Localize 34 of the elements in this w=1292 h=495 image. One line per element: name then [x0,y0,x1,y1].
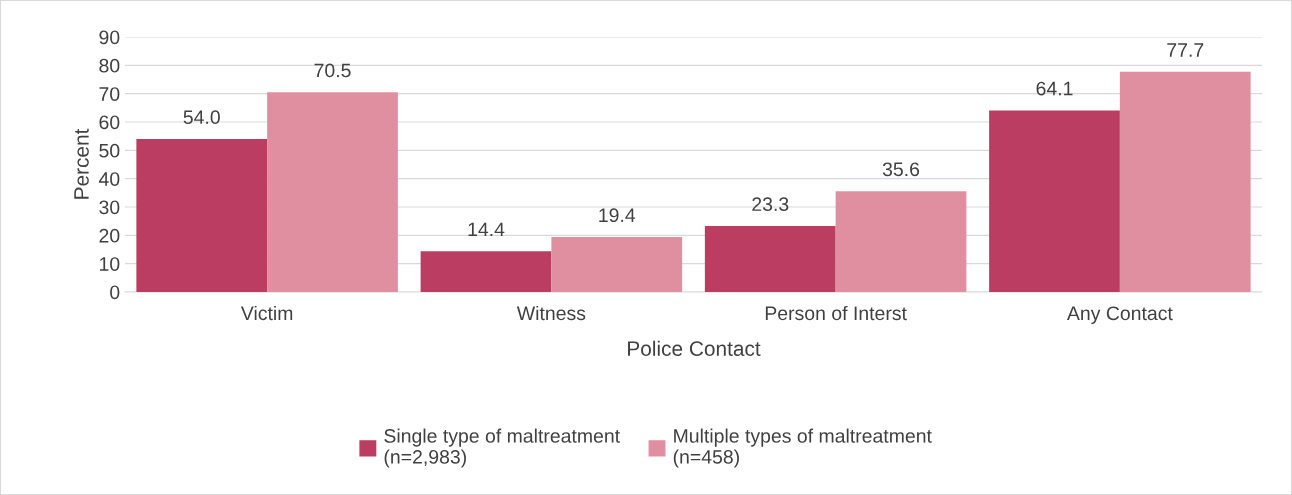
bar [551,237,683,292]
data-label: 70.5 [314,63,351,78]
data-label: 54.0 [183,110,220,125]
bar [267,92,398,292]
y-tick-label: 20 [99,228,120,243]
bar [1119,71,1251,292]
data-label: 19.4 [599,208,636,223]
data-label: 35.6 [882,162,920,177]
y-tick-label: 70 [99,87,120,101]
y-tick-label: 0 [110,285,120,300]
legend-label: Single type of maltreatment (n=2,983) [384,428,620,468]
y-tick-label: 80 [99,58,120,73]
y-tick-label: 40 [98,172,120,186]
y-tick-label: 30 [99,200,120,215]
bar [989,110,1120,292]
x-tick-label: Victim [240,305,293,321]
y-tick-label: 10 [100,257,120,271]
x-tick-label: Any Contact [1066,306,1173,325]
data-label: 23.3 [752,197,789,212]
data-label: 64.1 [1036,81,1073,96]
y-tick-label: 60 [99,115,120,130]
y-tick-label: 50 [99,143,120,158]
x-axis-title: Police Contact [628,340,761,356]
y-axis-title: Percent [74,128,89,199]
x-tick-label: Witness [516,305,586,321]
data-label: 77.7 [1167,43,1204,57]
data-label: 14.4 [468,222,505,237]
x-tick-label: Person of Interst [765,305,907,321]
bar [136,139,268,292]
bar [835,191,967,292]
y-tick-label: 90 [99,30,120,45]
bar [420,251,552,292]
legend-label: Multiple types of maltreatment (n=458) [673,428,932,468]
bar [704,225,836,292]
